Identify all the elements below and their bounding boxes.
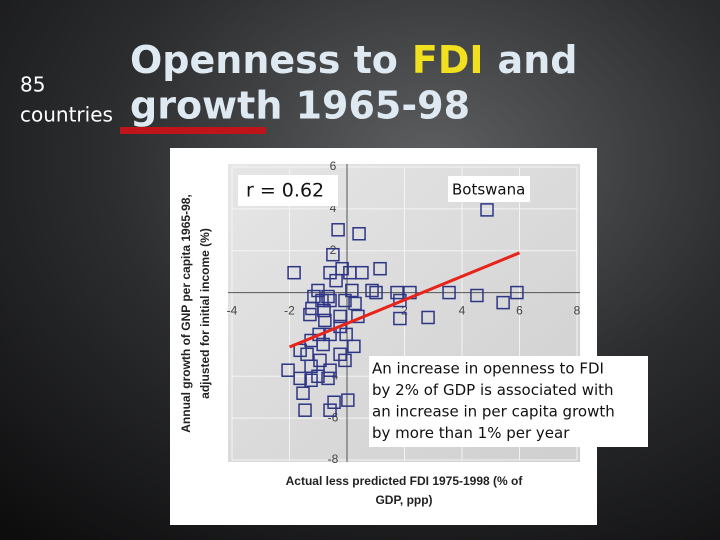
point — [296, 386, 310, 400]
point — [352, 227, 366, 241]
note-line: an increase in per capita growth — [372, 403, 615, 421]
side-note: countries — [20, 103, 113, 127]
point — [333, 309, 347, 324]
point — [311, 283, 325, 298]
point — [311, 369, 325, 384]
point — [496, 295, 510, 310]
x-axis-label: Actual less predicted FDI 1975-1998 (% o… — [286, 474, 524, 488]
note-line: by 2% of GDP is associated with — [372, 381, 614, 399]
x-tick-label: 2 — [401, 304, 408, 318]
point — [287, 265, 301, 280]
point — [393, 311, 407, 326]
side-note: 85 — [20, 73, 45, 97]
x-tick-label: 4 — [459, 304, 466, 318]
point — [355, 265, 369, 280]
title-part: and — [498, 38, 578, 82]
point — [318, 313, 332, 328]
y-axis-label: adjusted for initial income (%) — [198, 228, 212, 399]
y-tick-label: -4 — [328, 368, 339, 382]
annotation: Botswana — [452, 181, 525, 199]
y-tick-label: 6 — [330, 159, 337, 173]
y-tick-label: 2 — [330, 243, 337, 257]
point — [338, 293, 352, 308]
point — [321, 371, 335, 386]
title-underline — [120, 127, 266, 134]
point — [480, 203, 494, 217]
point — [327, 395, 341, 409]
title-highlight: FDI — [412, 38, 484, 82]
note-line: An increase in openness to FDI — [372, 360, 604, 378]
x-tick-label: -4 — [227, 304, 238, 318]
x-tick-label: 6 — [516, 304, 523, 318]
point — [345, 283, 359, 298]
point — [369, 285, 383, 300]
point — [333, 319, 347, 334]
y-tick-label: -6 — [328, 410, 339, 424]
point — [331, 223, 345, 237]
title: growth 1965-98 — [130, 84, 470, 128]
x-tick-label: -2 — [284, 304, 295, 318]
chart: -4 -2 2 4 6 8 -8 -6 -4 2 4 6 r = 0.62 Botswana An incr… — [179, 159, 648, 507]
point — [293, 371, 307, 386]
note-box — [369, 356, 648, 447]
point — [442, 285, 456, 300]
note-line: by more than 1% per year — [372, 424, 570, 442]
x-axis-label: GDP, ppp) — [375, 493, 432, 507]
point — [323, 403, 337, 417]
point — [293, 343, 307, 358]
y-axis-label: Annual growth of GNP per capita 1965-98, — [179, 194, 193, 433]
point — [317, 303, 331, 318]
point — [348, 296, 362, 311]
point — [347, 339, 361, 354]
point — [373, 261, 387, 276]
point — [390, 285, 404, 300]
title: Openness to FDI and — [130, 38, 577, 82]
point — [470, 288, 484, 303]
title-part: Openness to — [130, 38, 398, 82]
point — [298, 403, 312, 417]
point — [281, 363, 295, 377]
point — [421, 310, 435, 325]
point — [326, 247, 340, 262]
point — [304, 373, 318, 388]
point — [341, 393, 355, 407]
annotation-box — [238, 175, 338, 206]
y-tick-label: 4 — [330, 201, 337, 215]
point — [365, 283, 379, 298]
point — [338, 353, 352, 368]
point — [313, 353, 327, 368]
fit-line — [288, 251, 521, 349]
point — [510, 285, 524, 300]
annotation: r = 0.62 — [246, 180, 324, 202]
annotation-box — [448, 176, 530, 202]
point — [329, 273, 343, 288]
y-tick-label: -8 — [328, 452, 339, 466]
x-tick-label: 8 — [574, 304, 581, 318]
